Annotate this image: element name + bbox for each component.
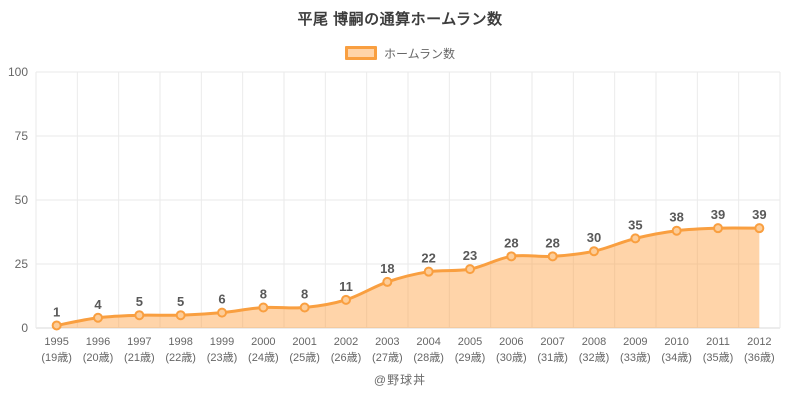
data-point bbox=[423, 266, 434, 277]
data-point-label: 5 bbox=[177, 294, 184, 309]
data-point-label: 35 bbox=[628, 217, 642, 232]
data-point bbox=[134, 310, 145, 321]
data-point bbox=[51, 320, 62, 331]
y-tick-label: 100 bbox=[8, 65, 28, 79]
data-point bbox=[465, 264, 475, 275]
x-tick-label: 1998 (22歳) bbox=[165, 336, 196, 364]
x-tick-label: 1999 (23歳) bbox=[207, 336, 238, 364]
data-point bbox=[382, 276, 393, 287]
data-point-label: 5 bbox=[136, 294, 143, 309]
data-point bbox=[258, 302, 269, 313]
legend-item-homeruns[interactable]: ホームラン数 bbox=[0, 44, 800, 62]
data-point bbox=[341, 294, 351, 305]
data-point-label: 11 bbox=[339, 279, 353, 294]
x-tick-label: 1995 (19歳) bbox=[41, 336, 72, 364]
data-point bbox=[175, 310, 186, 321]
x-tick-label: 2010 (34歳) bbox=[661, 336, 692, 364]
data-point-label: 23 bbox=[463, 248, 477, 263]
data-point bbox=[506, 251, 517, 262]
x-tick-label: 2002 (26歳) bbox=[331, 336, 362, 364]
data-point-label: 38 bbox=[669, 210, 683, 225]
data-point-label: 22 bbox=[421, 251, 435, 266]
x-tick-label: 2008 (32歳) bbox=[579, 336, 610, 364]
x-tick-label: 2003 (27歳) bbox=[372, 336, 403, 364]
x-tick-label: 2005 (29歳) bbox=[455, 336, 486, 364]
data-point bbox=[93, 312, 103, 323]
y-tick-label: 0 bbox=[21, 321, 28, 335]
data-point-label: 6 bbox=[218, 292, 225, 307]
x-tick-label: 2000 (24歳) bbox=[248, 336, 279, 364]
chart-title: 平尾 博嗣の通算ホームラン数 bbox=[297, 11, 503, 28]
x-tick-label: 2004 (28歳) bbox=[413, 336, 444, 364]
x-tick-label: 2006 (30歳) bbox=[496, 336, 527, 364]
data-point-label: 8 bbox=[260, 287, 267, 302]
footer-credit: @野球丼 bbox=[373, 373, 427, 387]
legend-swatch bbox=[344, 46, 377, 60]
data-point-label: 8 bbox=[301, 287, 308, 302]
x-tick-label: 2009 (33歳) bbox=[620, 336, 651, 364]
x-tick-label: 2011 (35歳) bbox=[703, 336, 734, 364]
data-point-label: 18 bbox=[380, 261, 394, 276]
data-point-label: 28 bbox=[545, 235, 559, 250]
x-tick-label: 1996 (20歳) bbox=[83, 336, 114, 364]
y-tick-label: 75 bbox=[15, 129, 29, 143]
data-point bbox=[671, 225, 682, 236]
data-point bbox=[589, 246, 599, 257]
data-point bbox=[630, 233, 641, 244]
x-tick-label: 2012 (36歳) bbox=[744, 336, 775, 364]
data-point bbox=[754, 223, 765, 234]
x-tick-label: 2001 (25歳) bbox=[289, 336, 320, 364]
data-point-label: 1 bbox=[53, 304, 60, 319]
area-fill bbox=[56, 227, 760, 328]
data-point-label: 39 bbox=[752, 207, 766, 222]
legend-label: ホームラン数 bbox=[383, 46, 456, 61]
data-point-label: 28 bbox=[504, 235, 518, 250]
data-point bbox=[713, 223, 723, 234]
y-tick-label: 50 bbox=[15, 193, 29, 207]
x-tick-label: 1997 (21歳) bbox=[124, 336, 155, 364]
data-point bbox=[299, 302, 310, 313]
data-point-label: 30 bbox=[587, 230, 601, 245]
data-point-label: 4 bbox=[94, 297, 102, 312]
data-point bbox=[547, 251, 558, 262]
data-point-label: 39 bbox=[711, 207, 725, 222]
y-tick-label: 25 bbox=[15, 257, 29, 271]
data-point bbox=[217, 307, 227, 318]
x-tick-label: 2007 (31歳) bbox=[537, 336, 568, 364]
